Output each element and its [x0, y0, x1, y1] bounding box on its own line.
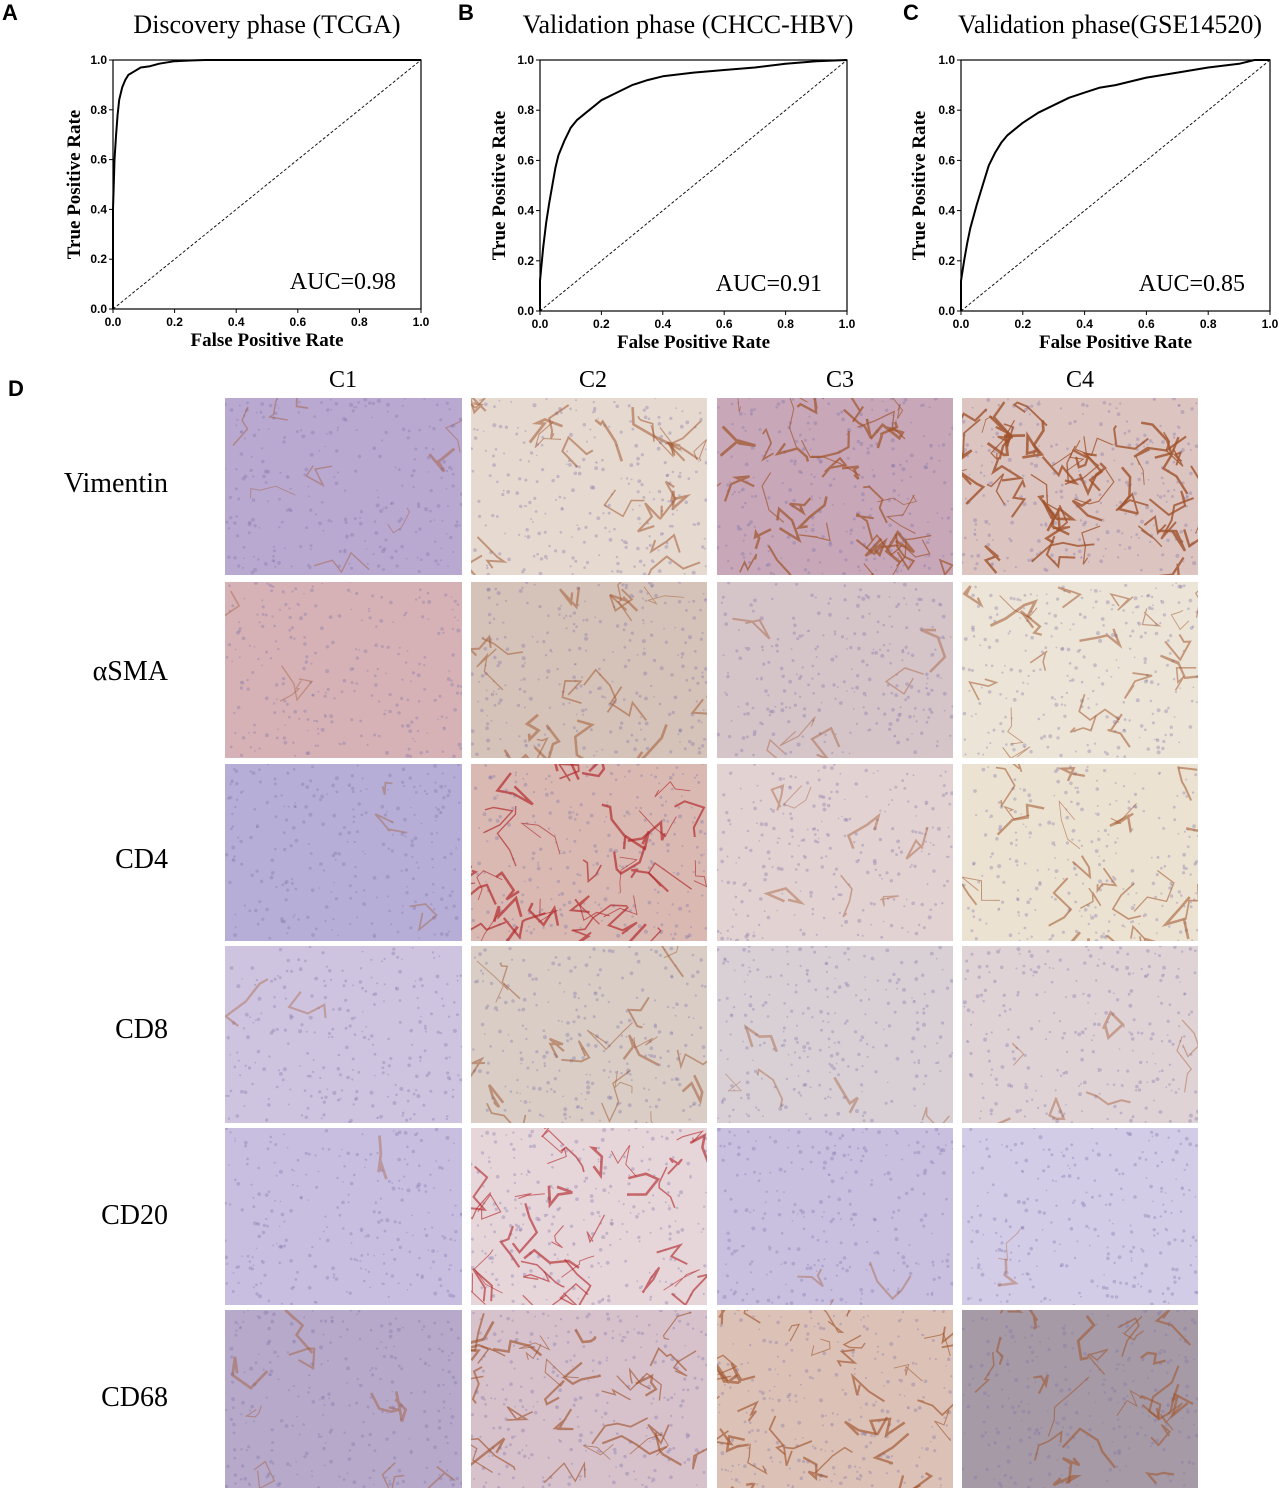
x-tick-label: 0.8: [351, 315, 368, 329]
y-tick-label: 0.4: [517, 204, 534, 218]
y-tick-label: 0.2: [90, 252, 107, 266]
column-label-c2: C2: [578, 367, 607, 393]
row-label-cd4: CD4: [115, 844, 168, 875]
roc-curve-a: [112, 59, 421, 309]
row-label-cd8: CD8: [115, 1014, 168, 1045]
x-tick-label: 0.6: [289, 315, 306, 329]
ihc-image-sma-c2: [471, 582, 707, 758]
x-tick-label: 0.8: [777, 317, 794, 331]
chart-title-a: Discovery phase (TCGA): [133, 10, 400, 39]
y-tick-label: 0.4: [90, 202, 107, 216]
y-tick-label: 0.4: [938, 204, 955, 218]
y-tick-label: 0.6: [517, 153, 534, 167]
ihc-image-cd4-c4: [962, 764, 1198, 941]
x-tick-label: 0.8: [1200, 317, 1217, 331]
x-tick-label: 0.6: [1138, 317, 1155, 331]
x-tick-label: 0.2: [1014, 317, 1031, 331]
ihc-image-cd68-c4: [962, 1310, 1198, 1488]
y-tick-label: 1.0: [517, 53, 534, 67]
x-axis-label-a: False Positive Rate: [190, 330, 343, 351]
roc-chart-b: 0.0 0.2 0.4 0.6 0.8 1.0 0.0 0.2 0.4 0.6 0.8 1.0 Vali…: [489, 10, 856, 353]
y-tick-label: 1.0: [90, 53, 107, 67]
y-tick-label: 0.0: [938, 304, 955, 318]
x-tick-label: 0.2: [593, 317, 610, 331]
row-label-cd68: CD68: [101, 1382, 168, 1413]
ihc-image-cd68-c3: [717, 1310, 953, 1488]
ihc-image-cd4-c1: [225, 764, 462, 941]
reference-diagonal-a: [112, 59, 422, 310]
x-tick-label: 0.4: [228, 315, 245, 329]
y-tick-label: 0.2: [938, 254, 955, 268]
y-tick-label: 0.6: [90, 153, 107, 167]
x-tick-label: 0.4: [654, 317, 671, 331]
roc-curve-b: [539, 59, 848, 311]
ihc-image-cd20-c3: [717, 1128, 953, 1305]
row-label-asma: αSMA: [92, 656, 168, 687]
y-axis-label-c: True Positive Rate: [909, 111, 930, 261]
x-tick-label: 0.4: [1076, 317, 1093, 331]
reference-diagonal-b: [539, 59, 848, 312]
ihc-image-vimentin-c2: [471, 398, 707, 575]
panel-letter-d: D: [8, 376, 24, 401]
ihc-image-vimentin-c1: [225, 398, 462, 575]
roc-curve-c: [960, 59, 1270, 311]
chart-title-c: Validation phase(GSE14520): [958, 10, 1262, 39]
y-tick-label: 0.2: [517, 254, 534, 268]
panel-letter-b: B: [458, 0, 474, 25]
x-tick-label: 1.0: [1262, 317, 1279, 331]
y-tick-label: 0.8: [938, 103, 955, 117]
column-label-c3: C3: [825, 367, 854, 393]
ihc-image-vimentin-c3: [717, 398, 953, 575]
chart-title-b: Validation phase (CHCC-HBV): [523, 10, 854, 39]
x-tick-label: 0.6: [716, 317, 733, 331]
plot-frame-b: [539, 59, 848, 312]
ihc-image-cd20-c1: [225, 1128, 462, 1305]
ihc-image-cd4-c3: [717, 764, 953, 941]
x-tick-label: 1.0: [839, 317, 856, 331]
x-axis-label-b: False Positive Rate: [617, 332, 770, 353]
x-axis-label-c: False Positive Rate: [1039, 332, 1192, 353]
ihc-image-cd68-c2: [471, 1310, 707, 1488]
y-tick-label: 0.0: [90, 302, 107, 316]
roc-charts: 0.0 0.2 0.4 0.6 0.8 1.0 0.0 0.2 0.4 0.6 0.8 1.0 Disc…: [64, 10, 1279, 353]
roc-chart-c: 0.0 0.2 0.4 0.6 0.8 1.00.00.20.40.60.81.0Vali…: [909, 10, 1279, 353]
ihc-image-sma-c1: [225, 582, 462, 758]
y-tick-label: 0.8: [517, 103, 534, 117]
y-tick-label: 0.6: [938, 153, 955, 167]
ihc-image-cd4-c2: [471, 764, 707, 941]
roc-chart-a: 0.0 0.2 0.4 0.6 0.8 1.0 0.0 0.2 0.4 0.6 0.8 1.0 Disc…: [64, 10, 430, 351]
ihc-image-cd8-c2: [471, 946, 707, 1123]
y-axis-label-a: True Positive Rate: [64, 110, 85, 260]
column-label-c4: C4: [1065, 367, 1094, 393]
x-tick-label: 0.0: [953, 317, 970, 331]
ihc-image-cd20-c2: [471, 1128, 707, 1305]
y-tick-label: 0.0: [517, 304, 534, 318]
auc-annotation-a: AUC=0.98: [290, 269, 396, 295]
y-axis-label-b: True Positive Rate: [489, 111, 510, 261]
x-tick-label: 0.2: [166, 315, 183, 329]
ihc-image-cd8-c1: [225, 946, 462, 1123]
x-tick-label: 0.0: [532, 317, 549, 331]
panel-letter-c: C: [903, 0, 919, 25]
ihc-image-cd8-c4: [962, 946, 1198, 1123]
ihc-image-cd20-c4: [962, 1128, 1198, 1305]
x-tick-label: 1.0: [413, 315, 430, 329]
ihc-image-sma-c4: [962, 582, 1198, 758]
auc-annotation-c: AUC=0.85: [1139, 271, 1245, 297]
column-label-c1: C1: [328, 367, 357, 393]
panel-letter-a: A: [2, 0, 18, 25]
x-tick-label: 0.0: [105, 315, 122, 329]
row-label-cd20: CD20: [101, 1200, 168, 1231]
y-tick-label: 1.0: [938, 53, 955, 67]
ihc-image-cd8-c3: [717, 946, 953, 1123]
reference-diagonal-c: [960, 59, 1271, 312]
plot-frame-c: [960, 59, 1271, 312]
row-label-vimentin: Vimentin: [63, 468, 168, 499]
ihc-image-cd68-c1: [225, 1310, 462, 1488]
ihc-image-vimentin-c4: [962, 398, 1198, 575]
auc-annotation-b: AUC=0.91: [716, 271, 822, 297]
ihc-image-sma-c3: [717, 582, 953, 758]
y-tick-label: 0.8: [90, 103, 107, 117]
